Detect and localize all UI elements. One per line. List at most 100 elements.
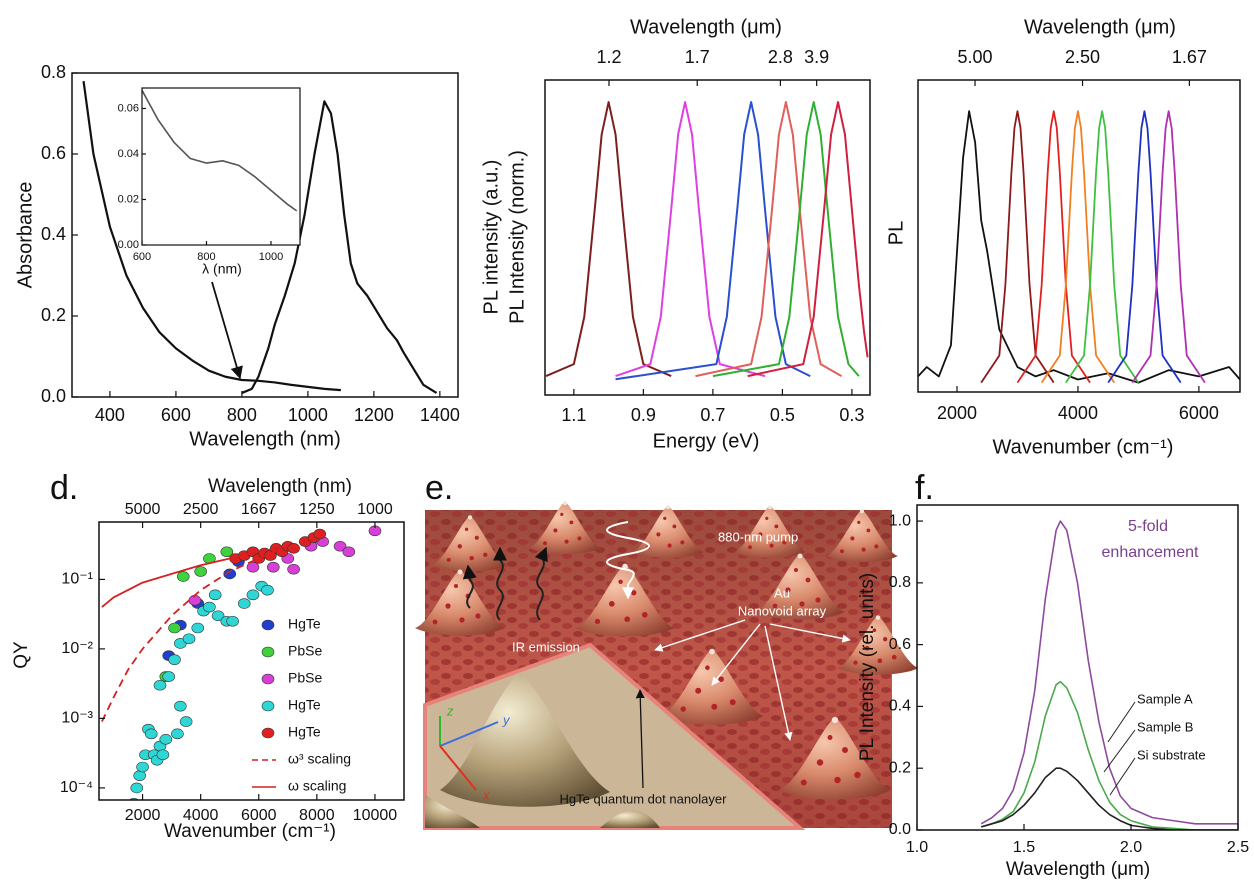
label-leader [1109, 757, 1136, 796]
series-line [712, 101, 860, 378]
x-tick-label: 8000 [299, 807, 335, 824]
plot-area [918, 110, 1240, 384]
scatter-point [168, 654, 181, 665]
series-label: Sample B [1137, 719, 1193, 734]
axis-x-label: x [482, 787, 490, 802]
plot-frame [544, 79, 871, 396]
x-tick-label: 4000 [1058, 403, 1098, 423]
series-line [918, 110, 1240, 384]
legend-label: PbSe [288, 643, 322, 659]
x-tick-label: 0.7 [700, 405, 725, 425]
x-tick-label: 1.1 [561, 405, 586, 425]
metal-label: Au [774, 585, 790, 600]
y-tick-label: 0.8 [889, 574, 911, 591]
y-tick-label: 10⁻⁴ [60, 779, 93, 796]
legend-label: ω³ scaling [288, 751, 351, 767]
y-tick-label: 0.6 [41, 143, 66, 163]
x-tick-label: 2000 [937, 403, 977, 423]
inset-pointer [211, 281, 243, 380]
y-tick-label: 0.4 [41, 224, 66, 244]
legend-label: HgTe [288, 697, 321, 713]
series-line [1040, 110, 1115, 384]
series-line [101, 545, 289, 722]
legend-label: ω scaling [288, 778, 346, 794]
x-tick-label: 0.5 [770, 405, 795, 425]
scatter-point [211, 610, 225, 622]
y-tick-label: 0.4 [889, 698, 911, 715]
y-tick-label: 0.04 [118, 148, 139, 160]
plot-area [142, 89, 298, 212]
x-tick-label: 400 [95, 405, 125, 425]
annotation: 5-fold [1128, 518, 1168, 535]
series-line [695, 101, 842, 378]
scatter-point [174, 700, 187, 712]
legend-label: PbSe [288, 670, 322, 686]
y-axis-label: PL Intensity (norm.) [506, 150, 528, 324]
x-tick-label: 10000 [353, 807, 398, 824]
scatter-point [159, 734, 173, 745]
plot-frame [916, 504, 1239, 831]
gold-cone [440, 672, 610, 807]
x-tick-label: 600 [133, 251, 151, 263]
legend-label: HgTe [288, 616, 321, 632]
y-axis-label: PL [885, 221, 907, 245]
scatter-point [194, 566, 207, 577]
axis-y-label: y [502, 712, 511, 727]
x2-axis-label: Wavelength (nm) [208, 476, 352, 497]
y-tick-label: 0.0 [889, 821, 911, 838]
x2-tick-label: 2.8 [768, 47, 793, 67]
scatter-point [223, 568, 237, 580]
y-axis-label: PL Intensity (rel. units) [857, 573, 878, 761]
plot-area [101, 525, 382, 800]
y-axis-label: Absorbance [14, 182, 36, 289]
x-tick-label: 1.5 [1013, 839, 1035, 856]
x2-tick-label: 1.67 [1172, 47, 1207, 67]
scatter-point [333, 540, 347, 552]
x2-tick-label: 2500 [183, 501, 219, 518]
y-tick-label: 0.00 [118, 239, 139, 251]
y-tick-label: 0.0 [41, 386, 66, 406]
plot-frame [141, 87, 301, 246]
x2-axis-label: Wavelength (μm) [1024, 16, 1176, 38]
pointer [711, 623, 761, 686]
legend: HgTe PbSe PbSe HgTe HgTe ω³ scaling ω scaling [252, 616, 351, 794]
scatter-point [136, 761, 149, 773]
series-line [142, 89, 298, 212]
y-tick-label: 0.02 [118, 193, 139, 205]
scatter-point [168, 622, 181, 634]
plot-frame [98, 521, 405, 801]
y-tick-label: 10⁻¹ [61, 571, 93, 588]
x2-tick-label: 1.2 [596, 47, 621, 67]
series-line [101, 545, 288, 608]
pointer [764, 625, 793, 741]
y-axis-label: PL intensity (a.u.) [480, 160, 502, 315]
series-line [1107, 110, 1182, 384]
inset-background [142, 88, 300, 245]
series-line [980, 110, 1055, 384]
plot-area [545, 101, 869, 381]
x2-tick-label: 5.00 [958, 47, 993, 67]
scatter-point [237, 598, 251, 609]
x2-tick-label: 1667 [241, 501, 277, 518]
scatter-point [191, 622, 205, 634]
scatter-point [220, 546, 234, 558]
x-tick-label: 2.0 [1120, 839, 1142, 856]
emission-wave [493, 546, 507, 621]
y-axis-label: QY [11, 641, 32, 669]
axis-y [439, 721, 499, 747]
x-axis-label: Wavelength (nm) [189, 428, 341, 450]
gold-cone [600, 810, 660, 828]
series-line [1016, 110, 1091, 384]
plot-area [980, 520, 1238, 830]
x-tick-label: 800 [227, 405, 257, 425]
pointer [769, 623, 851, 643]
legend-marker [261, 700, 275, 712]
x-tick-label: 800 [197, 251, 215, 263]
legend-marker [261, 673, 275, 685]
x-tick-label: 6000 [241, 807, 277, 824]
gold-cone [425, 795, 480, 828]
x2-tick-label: 1.7 [685, 47, 710, 67]
y-tick-label: 1.0 [889, 512, 911, 529]
series-line [980, 680, 1238, 830]
